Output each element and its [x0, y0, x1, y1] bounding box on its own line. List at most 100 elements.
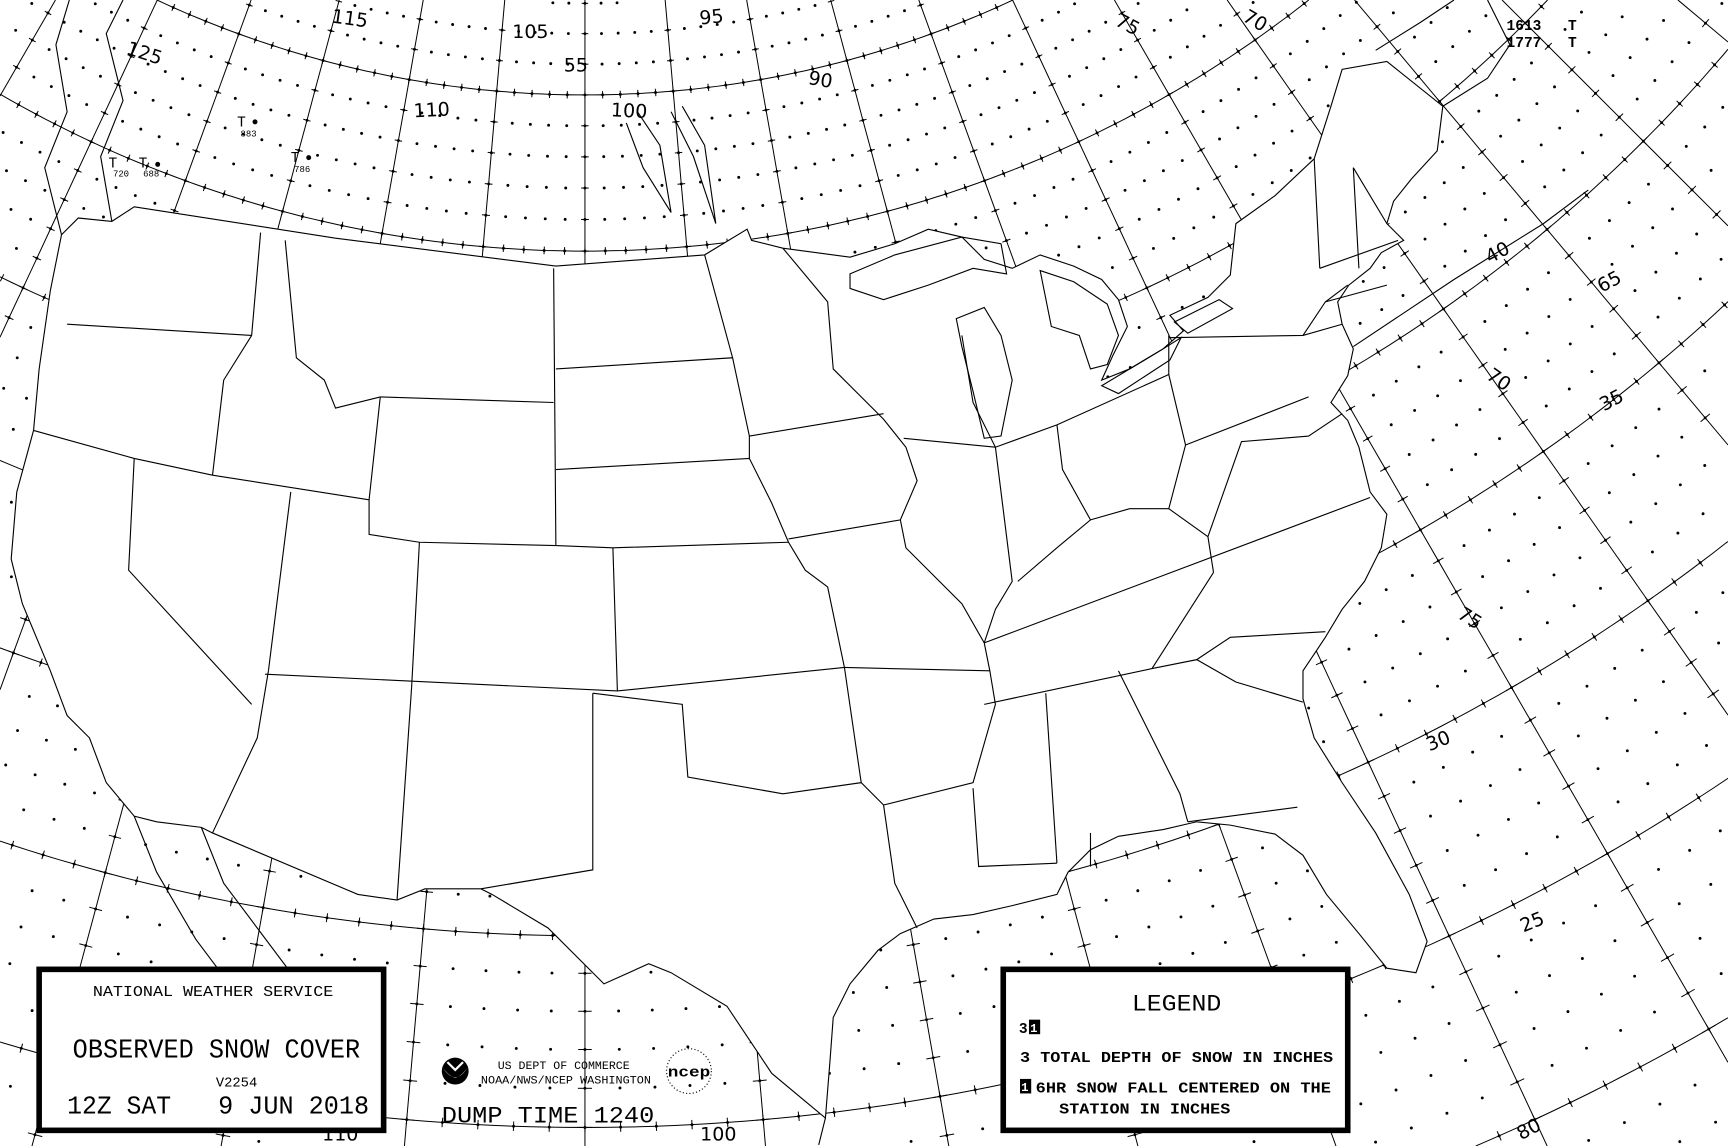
- latitude-tick: [1676, 100, 1684, 107]
- grid-dot: [1590, 370, 1594, 373]
- grid-dot: [1169, 18, 1173, 22]
- grid-dot: [1322, 740, 1326, 744]
- grid-dot: [1104, 898, 1108, 902]
- great-lake: [1100, 336, 1183, 395]
- grid-dot: [1413, 35, 1416, 39]
- grid-dot: [1544, 404, 1548, 408]
- latitude-tick: [1671, 578, 1678, 586]
- grid-dot: [1546, 359, 1550, 363]
- agency-name: NATIONAL WEATHER SERVICE: [93, 985, 333, 1001]
- grid-dot: [1610, 262, 1614, 266]
- grid-dot: [64, 57, 68, 61]
- station-symbol: T: [291, 151, 300, 167]
- grid-dot: [513, 1085, 517, 1089]
- state-border: [555, 357, 750, 459]
- grid-dot: [14, 246, 18, 250]
- legend-sample-fall: 1: [1030, 1022, 1037, 1036]
- latitude-tick: [1471, 67, 1478, 75]
- longitude-tick: [778, 201, 787, 204]
- grid-dot: [618, 1086, 622, 1090]
- longitude-tick: [1499, 174, 1508, 182]
- latitude-tick: [665, 244, 668, 253]
- grid-dot: [133, 91, 137, 95]
- legend-fall-item: 6HR SNOW FALL CENTERED ON THE: [1036, 1081, 1332, 1097]
- longitude-tick: [1419, 277, 1429, 285]
- latitude-tick: [320, 217, 324, 225]
- grid-dot: [1504, 218, 1507, 222]
- grid-dot: [1483, 319, 1487, 323]
- longitude-tick: [1315, 659, 1328, 666]
- latitude-tick: [879, 47, 883, 55]
- longitude-tick: [403, 1079, 418, 1082]
- latitude-tick: [1001, 169, 1006, 178]
- latitude-tick: [868, 1102, 871, 1113]
- grid-dot: [741, 206, 745, 210]
- latitude-tick: [390, 72, 394, 81]
- longitude-tick: [1213, 175, 1222, 181]
- grid-dot: [1394, 1088, 1398, 1092]
- grid-dot: [257, 1139, 261, 1143]
- grid-dot: [820, 33, 824, 37]
- grid-dot: [1358, 39, 1362, 42]
- grid-dot: [1117, 85, 1121, 88]
- grid-dot: [1629, 520, 1633, 524]
- latitude-tick: [1693, 81, 1701, 88]
- grid-dot: [1568, 297, 1572, 301]
- grid-dot: [1566, 1010, 1570, 1014]
- grid-dot: [1254, 114, 1258, 118]
- longitude-tick: [114, 82, 122, 87]
- longitude-tick: [1601, 849, 1614, 858]
- grid-dot: [1720, 2, 1724, 5]
- grid-dot: [79, 29, 83, 33]
- grid-dot: [73, 747, 77, 751]
- grid-dot: [1709, 882, 1713, 886]
- latitude-tick: [340, 221, 344, 230]
- grid-dot: [858, 184, 862, 188]
- longitude-tick: [1269, 63, 1277, 69]
- latitude-tick: [963, 183, 968, 192]
- longitude-tick: [87, 139, 96, 144]
- latitude-tick: [441, 1117, 444, 1128]
- latitude-tick: [1285, 12, 1291, 20]
- grid-dot: [517, 970, 521, 974]
- longitude-tick: [1362, 435, 1373, 442]
- latitude-tick: [707, 83, 710, 92]
- latitude-tick: [912, 36, 917, 44]
- grid-dot: [549, 62, 553, 66]
- grid-dot: [346, 33, 349, 37]
- grid-dot: [9, 575, 13, 579]
- latitude-tick: [1510, 900, 1516, 910]
- longitude-tick: [1432, 557, 1444, 565]
- grid-dot: [52, 817, 56, 821]
- grid-dot: [1290, 129, 1294, 133]
- latitude-tick: [1671, 1043, 1678, 1053]
- latitude-tick: [390, 921, 393, 931]
- coastline: [818, 1117, 826, 1146]
- latitude-tick: [1602, 1080, 1609, 1090]
- latitude-tick: [502, 244, 505, 253]
- grid-dot: [1714, 1120, 1718, 1124]
- grid-dot: [1008, 923, 1012, 927]
- lon-label: 110: [413, 99, 450, 123]
- grid-dot: [515, 60, 518, 64]
- latitude-tick: [70, 129, 75, 137]
- grid-dot: [737, 175, 741, 179]
- grid-dot: [832, 158, 836, 162]
- latitude-tick: [41, 850, 45, 860]
- grid-dot: [163, 70, 167, 74]
- grid-dot: [533, 30, 537, 34]
- grid-dot: [1423, 237, 1427, 241]
- latitude-tick: [1125, 850, 1129, 860]
- longitude-tick: [416, 18, 424, 21]
- legend-depth-item: 3 TOTAL DEPTH OF SNOW IN INCHES: [1020, 1051, 1333, 1067]
- grid-dot: [320, 953, 324, 957]
- grid-dot: [1471, 750, 1475, 754]
- grid-dot: [1202, 34, 1206, 38]
- grid-dot: [1425, 483, 1429, 487]
- grid-dot: [4, 763, 8, 767]
- grid-dot: [1446, 637, 1450, 641]
- latitude-tick: [1563, 209, 1571, 216]
- grid-dot: [1717, 641, 1721, 645]
- coastline: [1353, 189, 1589, 348]
- longitude-tick: [420, 890, 433, 893]
